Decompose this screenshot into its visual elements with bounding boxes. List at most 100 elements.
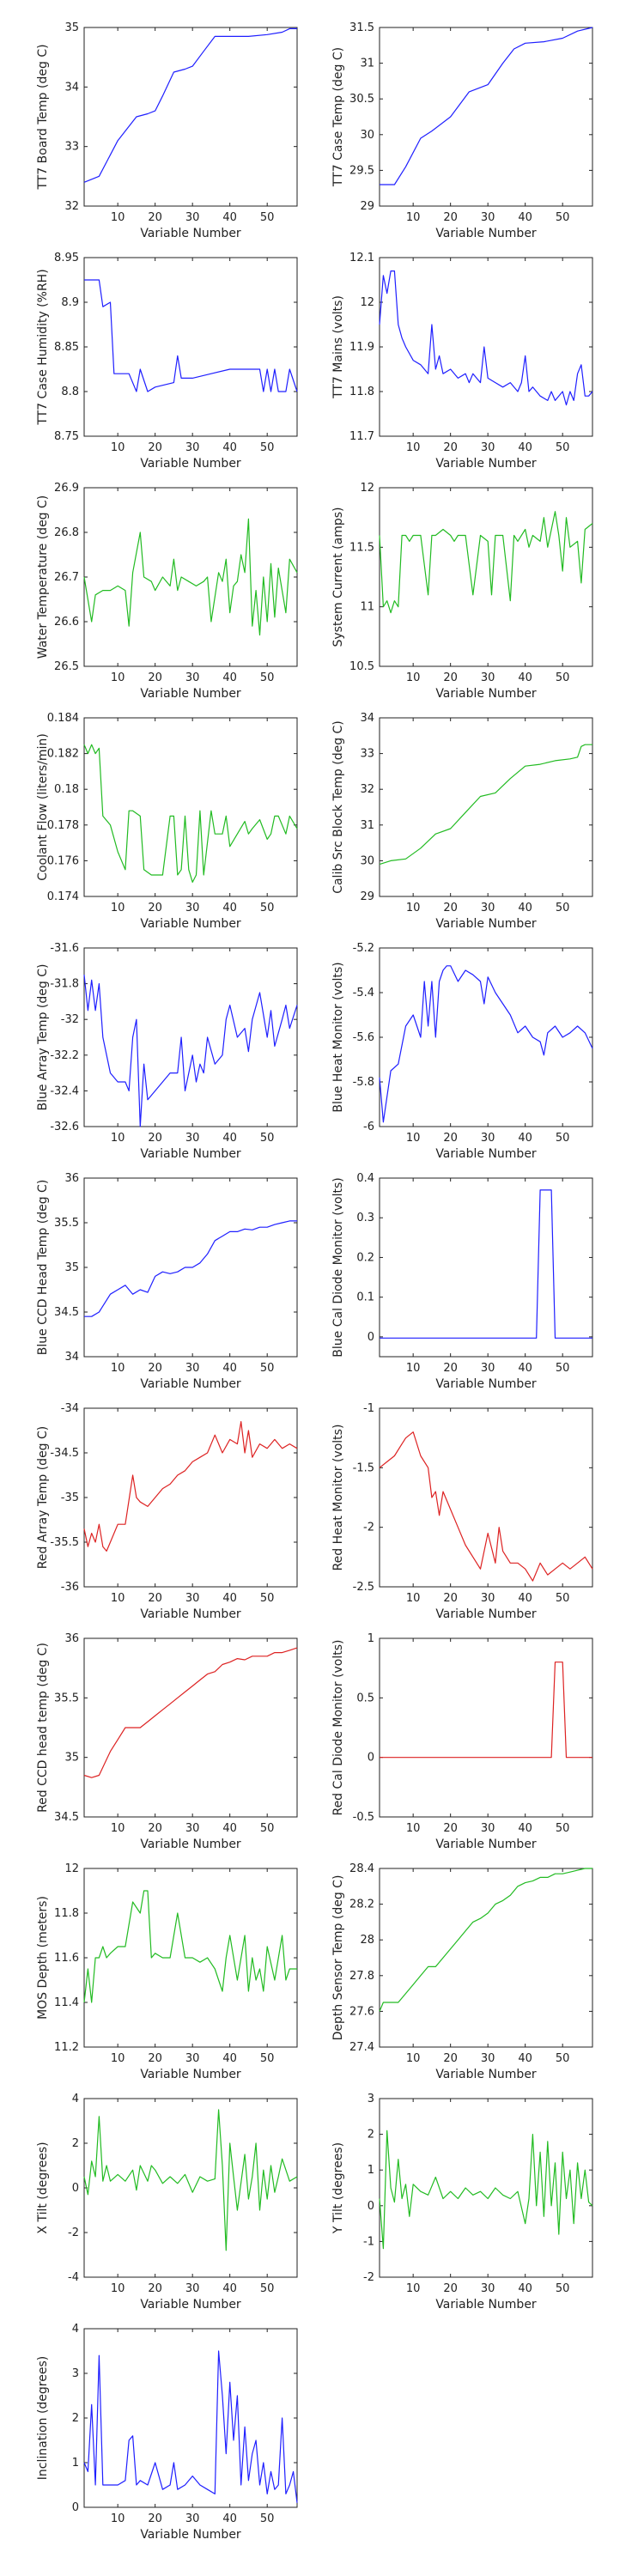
- x-tick-label: 50: [260, 2052, 275, 2065]
- series-line: [83, 27, 297, 183]
- x-axis-label: Variable Number: [435, 2068, 537, 2081]
- x-tick-label: 10: [406, 441, 421, 454]
- x-tick-label: 50: [260, 1132, 275, 1145]
- y-tick-label: 12: [360, 296, 374, 309]
- x-tick-label: 20: [443, 1132, 458, 1145]
- chart-panel-16: 10 20 30 40 50 -0.5 0 0.5 1 Variable Number Red Ca…: [331, 1632, 593, 1851]
- x-tick-label: 30: [481, 902, 495, 914]
- y-axis-label: MOS Depth (meters): [36, 1896, 50, 2020]
- x-tick-label: 50: [556, 902, 570, 914]
- x-tick-label: 40: [518, 1592, 532, 1605]
- y-tick-label: 11.8: [54, 1907, 79, 1920]
- y-tick-label: 26.8: [54, 526, 79, 539]
- series-line: [84, 279, 298, 392]
- x-tick-label: 10: [406, 1132, 421, 1145]
- x-tick-label: 30: [481, 1592, 495, 1605]
- x-tick-label: 10: [111, 1592, 125, 1605]
- chart-panel-4: 10 20 30 40 50 11.7 11.8 11.9 12 12.1 Variable Num…: [331, 252, 593, 471]
- x-tick-label: 10: [406, 1822, 421, 1835]
- series-line: [83, 2109, 298, 2251]
- y-tick-label: -2.5: [353, 1581, 374, 1594]
- y-tick-label: 1: [368, 1632, 374, 1645]
- x-tick-label: 10: [406, 2282, 421, 2295]
- x-tick-label: 20: [443, 2052, 458, 2065]
- chart-panel-8: 10 20 30 40 50 29 30 31 32 33 34 Variable Number Cal…: [331, 712, 593, 931]
- x-axis-label: Variable Number: [140, 457, 241, 471]
- x-axis-label: Variable Number: [140, 227, 241, 240]
- y-tick-label: 26.6: [54, 616, 79, 629]
- series-line: [83, 2350, 298, 2503]
- x-axis-label: Variable Number: [140, 2528, 241, 2542]
- y-tick-label: 11.4: [54, 1996, 79, 2009]
- axes-box: [379, 487, 593, 667]
- x-axis-label: Variable Number: [435, 1147, 537, 1161]
- x-tick-label: 30: [185, 441, 200, 454]
- y-tick-label: 26.9: [54, 482, 79, 495]
- x-tick-label: 10: [111, 2512, 125, 2525]
- x-tick-label: 50: [260, 671, 275, 684]
- y-axis-label: TT7 Case Humidity (%RH): [36, 269, 50, 425]
- axes-box: [379, 1177, 593, 1358]
- axes-box: [379, 2098, 593, 2278]
- y-tick-label: 34.5: [54, 1306, 79, 1319]
- y-tick-label: 2: [368, 2129, 374, 2142]
- x-axis-label: Variable Number: [435, 2298, 537, 2312]
- x-tick-label: 20: [148, 902, 162, 914]
- y-tick-label: 0.184: [47, 712, 79, 725]
- x-tick-label: 20: [148, 2052, 162, 2065]
- x-tick-label: 50: [556, 441, 570, 454]
- x-axis-label: Variable Number: [435, 1377, 537, 1391]
- x-tick-label: 50: [260, 1362, 275, 1375]
- axes-box: [379, 717, 593, 897]
- series-line: [83, 744, 298, 884]
- y-tick-label: 32: [360, 783, 374, 796]
- y-axis-label: Blue Heat Monitor (volts): [331, 962, 345, 1112]
- y-axis-label: Inclination (degrees): [36, 2356, 50, 2480]
- series-line: [83, 1420, 298, 1552]
- axes-box: [83, 947, 298, 1127]
- x-tick-label: 50: [556, 671, 570, 684]
- chart-panel-11: 10 20 30 40 50 34 34.5 35 35.5 36 Variable Number B…: [36, 1172, 298, 1391]
- y-tick-label: 11.2: [54, 2041, 79, 2054]
- x-tick-label: 20: [443, 2282, 458, 2295]
- y-tick-label: -31.8: [50, 978, 79, 991]
- x-tick-label: 30: [481, 671, 495, 684]
- x-tick-label: 50: [260, 902, 275, 914]
- y-tick-label: 0.2: [356, 1251, 374, 1264]
- axes-box: [83, 1407, 298, 1588]
- x-tick-label: 30: [185, 2512, 200, 2525]
- x-axis-label: Variable Number: [140, 1607, 241, 1621]
- x-axis-label: Variable Number: [140, 1377, 241, 1391]
- y-axis-label: TT7 Mains (volts): [331, 295, 345, 399]
- y-tick-label: 11.9: [349, 341, 374, 354]
- series-line: [380, 1189, 592, 1339]
- y-tick-label: 0.1: [356, 1291, 374, 1304]
- series-line: [83, 1890, 297, 2003]
- chart-panel-21: 10 20 30 40 50 0 1 2 3 4 Variable Number Inclinatio…: [36, 2323, 298, 2542]
- y-axis-label: Coolant Flow (liters/min): [36, 733, 50, 881]
- x-tick-label: 40: [518, 1822, 532, 1835]
- y-tick-label: -1: [363, 1402, 374, 1415]
- x-tick-label: 20: [443, 1362, 458, 1375]
- y-tick-label: 11.8: [349, 386, 374, 398]
- series-line: [83, 518, 298, 636]
- series-line: [379, 2129, 593, 2250]
- x-tick-label: 30: [481, 2282, 495, 2295]
- y-tick-label: 11: [360, 601, 374, 614]
- chart-panel-18: 10 20 30 40 50 27.4 27.6 27.8 28 28.2 28.4 Variable…: [331, 1862, 593, 2081]
- x-tick-label: 50: [556, 1132, 570, 1145]
- y-axis-label: Depth Sensor Temp (deg C): [331, 1875, 345, 2041]
- y-tick-label: -0.5: [353, 1811, 374, 1824]
- chart-panel-2: 10 20 30 40 50 29 29.5 30 30.5 31 31.5 Variable Num…: [331, 21, 593, 240]
- y-tick-label: 27.6: [349, 2005, 374, 2018]
- x-tick-label: 30: [185, 211, 200, 224]
- chart-panel-10: 10 20 30 40 50 -6 -5.8 -5.6 -5.4 -5.2 Variable Num…: [331, 942, 593, 1161]
- y-tick-label: 0.182: [47, 748, 79, 761]
- y-tick-label: 4: [72, 2093, 79, 2105]
- y-tick-label: -2: [363, 2271, 374, 2284]
- x-tick-label: 50: [556, 211, 570, 224]
- series-line: [83, 1647, 298, 1778]
- x-tick-label: 20: [443, 902, 458, 914]
- y-tick-label: 0: [368, 1331, 374, 1344]
